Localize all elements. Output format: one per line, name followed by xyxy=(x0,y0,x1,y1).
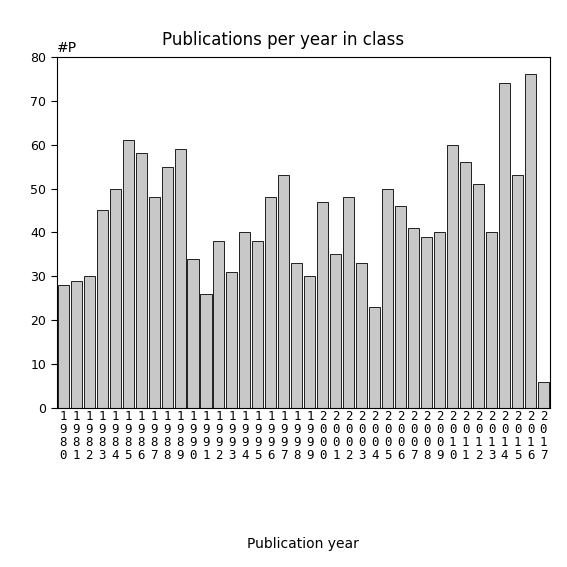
Bar xyxy=(356,263,367,408)
Bar xyxy=(304,277,315,408)
Bar xyxy=(252,242,264,408)
Bar xyxy=(149,197,159,408)
Bar xyxy=(318,202,328,408)
Bar xyxy=(408,228,419,408)
Bar xyxy=(421,237,432,408)
Bar xyxy=(538,382,549,408)
Bar xyxy=(278,175,289,408)
Bar xyxy=(175,149,185,408)
Bar xyxy=(525,74,536,408)
Bar xyxy=(512,175,523,408)
Bar xyxy=(84,277,95,408)
Bar xyxy=(473,184,484,408)
Bar xyxy=(162,167,172,408)
Bar xyxy=(395,206,406,408)
Bar xyxy=(331,255,341,408)
Bar xyxy=(486,232,497,408)
Bar xyxy=(499,83,510,408)
Bar xyxy=(369,307,380,408)
Bar xyxy=(460,162,471,408)
Bar xyxy=(136,154,147,408)
Bar xyxy=(109,189,121,408)
Text: Publication year: Publication year xyxy=(247,538,359,551)
Text: #P: #P xyxy=(57,41,77,55)
Bar xyxy=(188,259,198,408)
Bar xyxy=(213,242,225,408)
Bar xyxy=(226,272,238,408)
Bar xyxy=(382,189,393,408)
Bar xyxy=(96,210,108,408)
Bar xyxy=(265,197,276,408)
Bar xyxy=(122,140,134,408)
Bar xyxy=(239,232,251,408)
Bar xyxy=(447,145,458,408)
Bar xyxy=(71,281,82,408)
Bar xyxy=(434,232,445,408)
Bar xyxy=(291,263,302,408)
Text: Publications per year in class: Publications per year in class xyxy=(162,31,405,49)
Bar xyxy=(201,294,211,408)
Bar xyxy=(343,197,354,408)
Bar xyxy=(58,285,69,408)
